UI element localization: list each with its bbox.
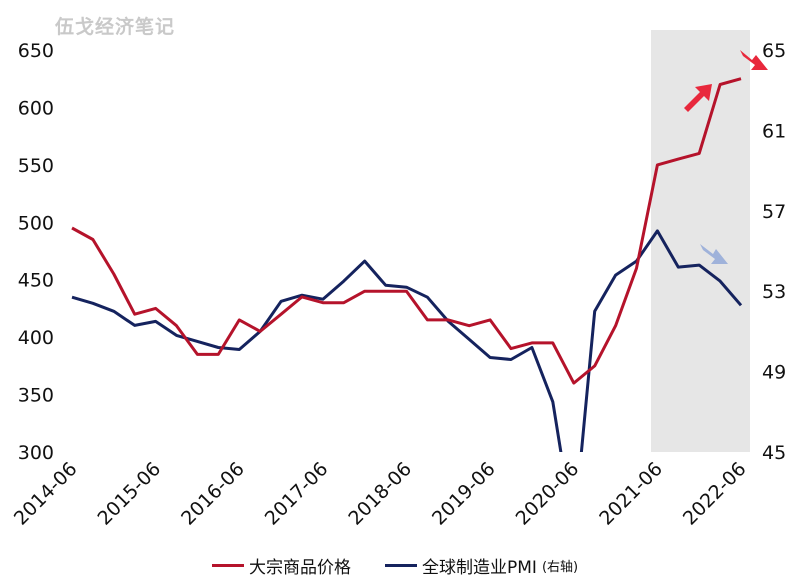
left-axis-tick: 300 [18, 442, 54, 464]
blue-down-arrow-icon [700, 244, 728, 264]
right-axis-tick: 45 [762, 442, 786, 464]
left-axis-tick: 350 [18, 385, 54, 407]
red-down-arrow-icon [740, 50, 768, 70]
x-axis-tick: 2017-06 [261, 458, 333, 530]
x-axis-tick: 2019-06 [428, 458, 500, 530]
left-axis-tick: 500 [18, 212, 54, 234]
watermark: 伍戈经济笔记 [55, 16, 176, 38]
x-axis-tick: 2015-06 [93, 458, 165, 530]
x-axis-tick: 2020-06 [512, 458, 584, 530]
left-axis-tick: 600 [18, 97, 54, 119]
commodity-price-line [71, 77, 742, 385]
shaded-region [651, 30, 750, 452]
legend-axis-note: (右轴) [541, 560, 579, 575]
left-axis-tick: 450 [18, 270, 54, 292]
legend-item-pmi: 全球制造业PMI (右轴) [385, 553, 578, 578]
left-axis-tick: 550 [18, 155, 54, 177]
left-axis-tick: 650 [18, 40, 54, 62]
x-axis-tick: 2021-06 [595, 458, 667, 530]
right-axis-tick: 57 [762, 201, 786, 223]
x-axis-tick: 2016-06 [177, 458, 249, 530]
legend-swatch [385, 564, 417, 567]
red-up-arrow-icon [684, 84, 712, 112]
right-axis-tick: 53 [762, 281, 786, 303]
legend-label: 全球制造业PMI [422, 558, 537, 578]
x-axis-tick: 2022-06 [679, 458, 751, 530]
x-axis-tick: 2014-06 [10, 458, 82, 530]
legend-swatch [212, 564, 244, 567]
right-axis-tick: 61 [762, 120, 786, 142]
right-axis-tick: 49 [762, 362, 786, 384]
x-axis-tick: 2018-06 [344, 458, 416, 530]
left-axis-tick: 400 [18, 327, 54, 349]
legend-item-commodity: 大宗商品价格 [212, 553, 351, 578]
legend: 大宗商品价格 全球制造业PMI (右轴) [212, 553, 578, 578]
legend-label: 大宗商品价格 [249, 558, 351, 578]
right-axis-tick: 65 [762, 40, 786, 62]
